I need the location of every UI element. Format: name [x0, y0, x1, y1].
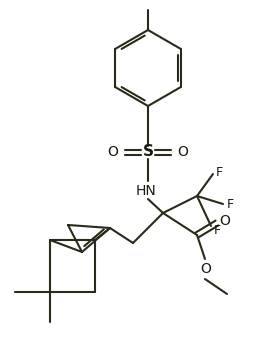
Text: F: F — [214, 223, 221, 237]
Text: O: O — [220, 214, 230, 228]
Text: S: S — [143, 144, 154, 159]
Text: O: O — [108, 145, 119, 159]
Text: O: O — [178, 145, 188, 159]
Text: HN: HN — [136, 184, 156, 198]
Text: F: F — [227, 198, 233, 210]
Text: O: O — [200, 262, 211, 276]
Text: F: F — [216, 166, 222, 178]
